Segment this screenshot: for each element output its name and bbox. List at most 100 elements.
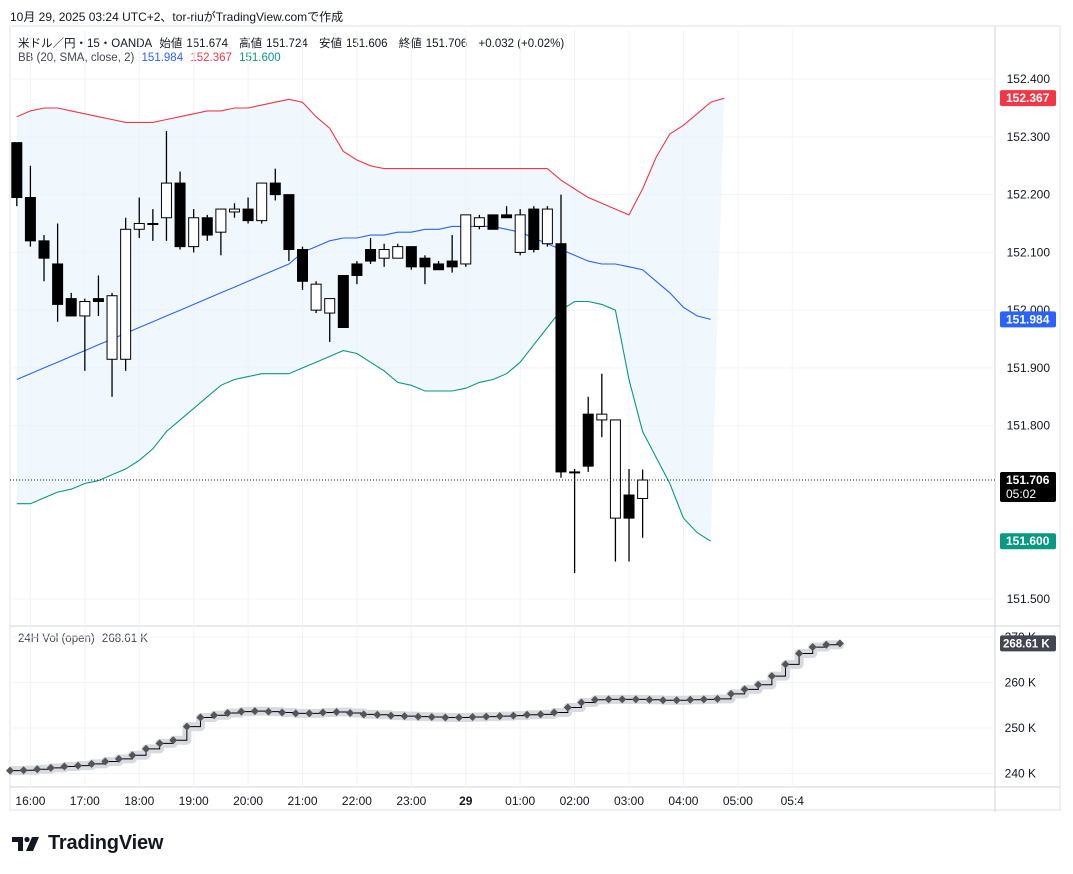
bb-lower-badge-text: 151.600: [1006, 534, 1050, 548]
candle-body-down: [351, 263, 363, 277]
candle-body-up: [188, 217, 200, 248]
candle-body-up: [569, 471, 581, 474]
vol-point: [699, 695, 708, 704]
vol-point: [781, 660, 790, 669]
vol-badge-text: 268.61 K: [1003, 638, 1050, 650]
candle-body-up: [133, 223, 145, 230]
vol-point: [101, 757, 110, 766]
vol-point: [822, 640, 831, 649]
candle: [52, 223, 64, 322]
candle-body-up: [392, 246, 404, 259]
vol-point: [318, 708, 327, 717]
vol-point: [182, 722, 191, 731]
price-tick-label: 152.200: [1007, 188, 1051, 202]
candle: [473, 214, 485, 230]
vol-point: [631, 695, 640, 704]
vol-point: [835, 639, 844, 648]
candle-body-up: [514, 214, 526, 253]
vol-point: [223, 708, 232, 717]
candle-body-down: [433, 263, 445, 271]
vol-point: [754, 680, 763, 689]
vol-point: [74, 761, 83, 770]
candle-body-down: [419, 257, 431, 268]
vol-point: [645, 695, 654, 704]
candle: [582, 396, 594, 472]
vol-tick-label: 250 K: [1005, 721, 1036, 735]
ohlc-low: 安値 151.606: [318, 38, 388, 50]
time-tick-label: 23:00: [396, 794, 426, 808]
candle-body-down: [11, 142, 23, 199]
candle: [133, 197, 145, 238]
candle: [623, 469, 635, 562]
vol-point: [618, 695, 627, 704]
bb-basis-badge-text: 151.984: [1006, 312, 1050, 326]
vol-point: [686, 695, 695, 704]
vol-point: [740, 685, 749, 694]
time-tick-label: 19:00: [179, 794, 209, 808]
vol-point: [33, 765, 42, 774]
vol-badge-bg: [1000, 635, 1056, 652]
candle-body-up: [147, 223, 159, 226]
bb-label[interactable]: BB (20, SMA, close, 2): [18, 52, 135, 64]
candle: [351, 261, 363, 285]
vol-tick-label: 240 K: [1005, 766, 1036, 780]
candle: [433, 261, 445, 271]
vol-point: [278, 708, 287, 717]
candle: [79, 298, 91, 371]
vol-point: [522, 710, 531, 719]
vol-point: [604, 695, 613, 704]
vol-label[interactable]: 24H Vol (open): [18, 633, 95, 645]
vol-point: [346, 708, 355, 717]
candle-body-down: [501, 214, 513, 219]
candle-body-up: [79, 301, 91, 317]
vol-point: [808, 643, 817, 652]
candle: [555, 194, 567, 478]
candle: [160, 131, 172, 241]
candle-body-down: [283, 194, 295, 251]
vol-point: [672, 696, 681, 705]
change-value: +0.032 (+0.02%): [478, 38, 565, 50]
vol-point: [509, 711, 518, 720]
vol-point: [305, 709, 314, 718]
candle: [609, 419, 621, 562]
ohlc-open: 始値 151.674: [159, 38, 228, 50]
candle-body-up: [378, 249, 390, 259]
candle-body-up: [215, 208, 227, 233]
bb-basis-badge-bg: [1000, 311, 1056, 328]
vol-point: [196, 713, 205, 722]
candle-body-down: [242, 208, 254, 222]
vol-point: [468, 713, 477, 722]
candle-body-up: [310, 283, 322, 311]
candle: [201, 214, 213, 241]
candle: [11, 142, 23, 207]
vol-point: [563, 703, 572, 712]
vol-point: [495, 712, 504, 721]
candle-body-up: [256, 182, 268, 222]
time-tick-label: 02:00: [560, 794, 590, 808]
candle-body-up: [637, 479, 649, 499]
time-tick-label: 03:00: [614, 794, 644, 808]
candle-body-up: [473, 217, 485, 227]
vol-point: [454, 713, 463, 722]
vol-point: [767, 672, 776, 681]
candle-body-down: [38, 240, 50, 259]
candle: [569, 469, 581, 574]
candle: [65, 292, 77, 317]
price-tick-label: 152.300: [1007, 130, 1051, 144]
vol-point: [264, 707, 273, 716]
vol-point: [237, 707, 246, 716]
chart-frame: [9, 25, 1061, 811]
candle-body-down: [582, 413, 594, 467]
candle: [310, 281, 322, 314]
vol-point: [332, 708, 341, 717]
candle-body-up: [160, 182, 172, 219]
bb-basis-line: [16, 225, 711, 381]
vol-point: [46, 763, 55, 772]
candle: [337, 275, 349, 328]
candle-body-down: [337, 275, 349, 328]
candle: [392, 243, 404, 259]
candle: [269, 168, 281, 201]
vol-point: [169, 736, 178, 745]
